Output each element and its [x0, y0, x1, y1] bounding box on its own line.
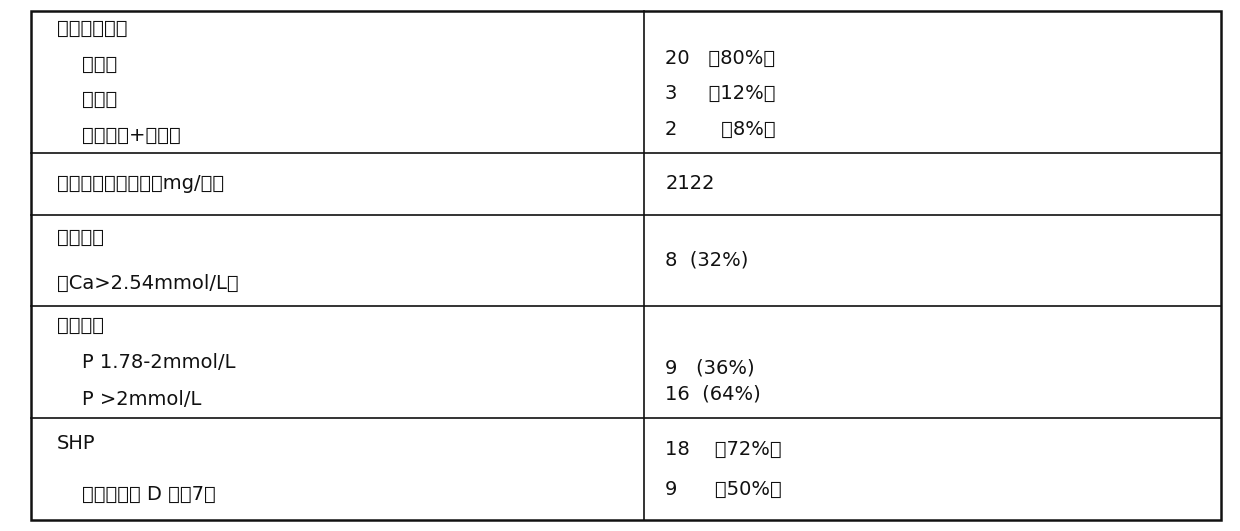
Text: 思维拉姆+钓制剂: 思维拉姆+钓制剂: [57, 126, 181, 145]
Text: P >2mmol/L: P >2mmol/L: [57, 390, 202, 409]
Text: 3     （12%）: 3 （12%）: [666, 84, 776, 104]
Text: 18    （72%）: 18 （72%）: [666, 440, 782, 458]
Text: 碘酸钓: 碘酸钓: [57, 55, 118, 74]
Text: 8  (32%): 8 (32%): [666, 251, 749, 270]
Text: 醛酸钓: 醛酸钓: [57, 90, 118, 109]
Text: 9      （50%）: 9 （50%）: [666, 481, 782, 499]
Text: 2       （8%）: 2 （8%）: [666, 120, 776, 139]
Text: 瑁结合剂使用: 瑁结合剂使用: [57, 19, 128, 38]
Text: 活性维生素 D 治留7率: 活性维生素 D 治留7率: [57, 485, 216, 504]
Text: （Ca>2.54mmol/L）: （Ca>2.54mmol/L）: [57, 274, 239, 293]
Text: 高磷血症: 高磷血症: [57, 315, 104, 335]
Text: 20   （80%）: 20 （80%）: [666, 49, 775, 67]
Text: 2122: 2122: [666, 175, 715, 193]
Text: SHP: SHP: [57, 434, 95, 453]
Text: 9   (36%): 9 (36%): [666, 358, 755, 378]
Text: 16  (64%): 16 (64%): [666, 384, 761, 403]
Text: 高钓血症: 高钓血症: [57, 228, 104, 247]
Text: P 1.78-2mmol/L: P 1.78-2mmol/L: [57, 353, 236, 372]
Text: 平均元素钓摄入量（mg/日）: 平均元素钓摄入量（mg/日）: [57, 175, 224, 193]
